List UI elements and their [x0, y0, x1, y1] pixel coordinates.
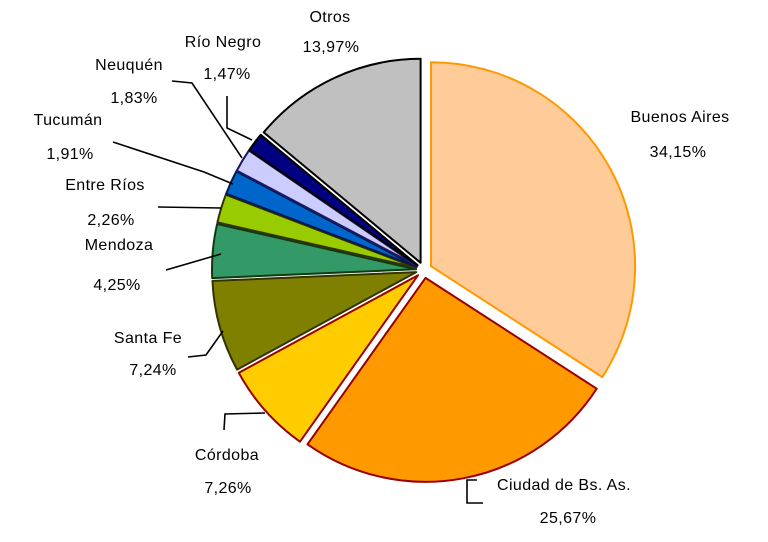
pie-slice-buenos-aires [430, 61, 637, 379]
leader-line-entre-rios [157, 206, 222, 209]
slice-value-rio-negro: 1,47% [203, 66, 251, 83]
slice-label-mendoza: Mendoza [84, 237, 154, 254]
leader-line-cordoba [223, 412, 266, 431]
slice-label-buenos-aires: Buenos Aires [630, 109, 730, 126]
pie-slice-entre-rios [216, 193, 418, 269]
slice-value-entre-rios: 2,26% [87, 212, 135, 229]
pie-slice-rio-negro [248, 133, 419, 267]
slice-value-santa-fe: 7,24% [129, 362, 177, 379]
slice-label-cordoba: Córdoba [194, 447, 260, 464]
leader-line-rio-negro [226, 96, 253, 141]
pie-slice-otros [262, 57, 422, 264]
slice-label-santa-fe: Santa Fe [113, 330, 183, 347]
slice-value-mendoza: 4,25% [93, 277, 141, 294]
slice-label-rio-negro: Río Negro [184, 34, 262, 51]
leader-line-mendoza [165, 253, 222, 271]
slice-label-entre-rios: Entre Ríos [65, 177, 145, 194]
slice-value-neuquen: 1,83% [110, 90, 158, 107]
leader-line-ciudad-de-bs-as [466, 479, 483, 504]
slice-label-ciudad-de-bs-as: Ciudad de Bs. As. [497, 477, 631, 494]
pie-slice-ciudad-de-bs-as [306, 276, 598, 483]
pie-slice-cordoba [237, 274, 419, 443]
slice-value-tucuman: 1,91% [46, 146, 94, 163]
slice-label-tucuman: Tucumán [33, 112, 103, 129]
pie-slice-santa-fe [211, 271, 418, 371]
slice-label-otros: Otros [309, 9, 351, 26]
slice-value-ciudad-de-bs-as: 25,67% [539, 510, 597, 527]
leader-line-santa-fe [187, 330, 224, 358]
slice-value-otros: 13,97% [302, 39, 360, 56]
slice-value-buenos-aires: 34,15% [649, 144, 707, 161]
slice-value-cordoba: 7,26% [204, 480, 252, 497]
pie-slice-mendoza [211, 223, 417, 280]
leader-line-tucuman [112, 141, 234, 185]
leader-line-neuquen [171, 80, 243, 159]
slice-label-neuquen: Neuquén [95, 57, 163, 74]
